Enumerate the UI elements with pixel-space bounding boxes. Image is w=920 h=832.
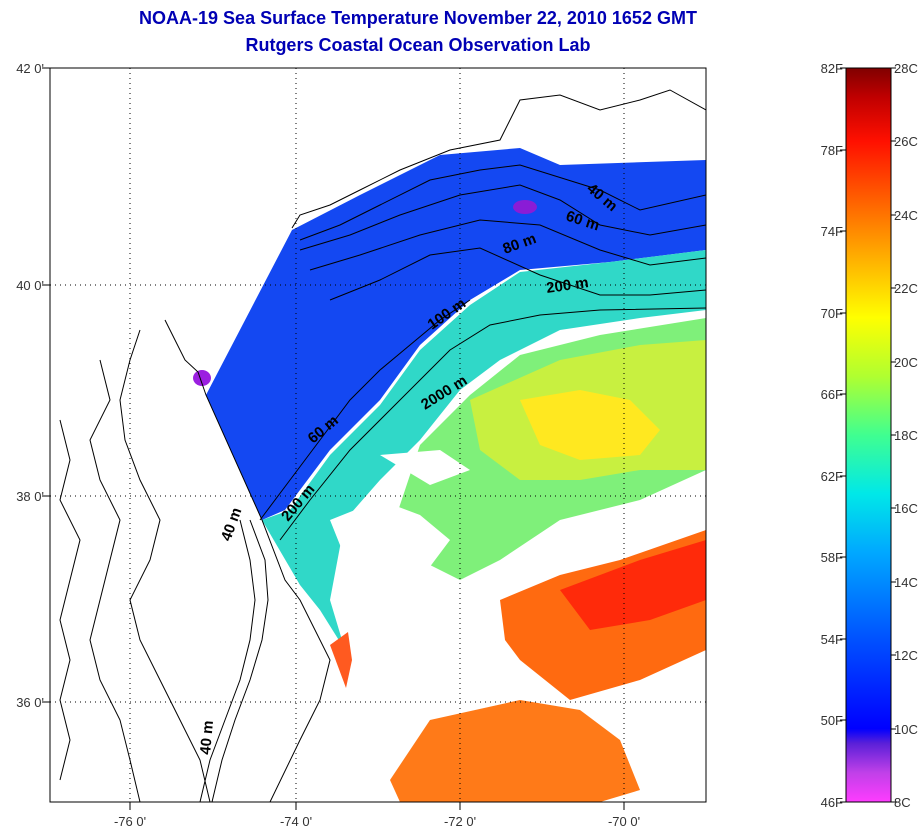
colorbar-c-label: 10C [894,722,918,737]
lat-tick-label: 36 0' [16,695,44,710]
colorbar-f-label: 62F [821,469,843,484]
colorbar-f-label: 74F [821,224,843,239]
colorbar-celsius-labels: 28C 26C 24C 22C 20C 18C 16C 14C 12C 10C … [894,61,918,810]
coastline [291,89,706,229]
slope-water-region [262,250,706,650]
isobath-2000m [279,307,706,541]
latitude-labels: 42 0' 40 0' 38 0' 36 0' [16,61,44,710]
colorbar-c-label: 14C [894,575,918,590]
southern-warm-region [390,700,640,802]
map-subtitle: Rutgers Coastal Ocean Observation Lab [245,35,591,55]
coastline-and-bathymetry [59,89,706,802]
coastline [59,419,81,781]
colorbar-c-label: 16C [894,501,918,516]
gulf-stream-core [560,540,706,630]
colorbar-fahrenheit-labels: 82F 78F 74F 70F 66F 62F 58F 54F 50F 46F [821,61,843,810]
axis-ticks [42,67,625,810]
cloud-gap [380,450,470,485]
contour-label: 200 m [545,274,589,297]
colorbar-gradient [845,67,892,803]
lat-tick-label: 40 0' [16,278,44,293]
isobath-60m [299,184,706,251]
sst-data-field [193,148,706,802]
warm-filament [330,632,352,688]
colorbar-f-label: 58F [821,550,843,565]
lon-tick-label: -76 0' [114,814,146,829]
cloud-gap [440,640,520,700]
colorbar-f-label: 70F [821,306,843,321]
colorbar-f-label: 78F [821,143,843,158]
lon-tick-label: -70 0' [608,814,640,829]
isobath-40m-south [199,519,256,802]
cold-spot [193,370,211,386]
colorbar-c-label: 20C [894,355,918,370]
colorbar-f-label: 50F [821,713,843,728]
lon-tick-label: -74 0' [280,814,312,829]
isobath-40m [299,164,706,241]
lat-tick-label: 38 0' [16,489,44,504]
map-title: NOAA-19 Sea Surface Temperature November… [139,8,697,28]
colorbar-c-label: 12C [894,648,918,663]
cold-spot [513,200,537,214]
colorbar-c-label: 22C [894,281,918,296]
colorbar-f-label: 54F [821,632,843,647]
warm-core [520,390,660,460]
colorbar-f-label: 82F [821,61,843,76]
colorbar-ticks [840,67,896,803]
contour-label: 40 m [197,720,217,756]
colorbar: 82F 78F 74F 70F 66F 62F 58F 54F 50F 46F … [821,61,918,810]
isobath-south [211,519,269,802]
colorbar-c-label: 28C [894,61,918,76]
isobath-80m [309,219,706,271]
map-frame [49,67,707,803]
isobath-100m [259,299,471,521]
lon-tick-label: -72 0' [444,814,476,829]
isobath-200m [329,247,706,301]
lat-tick-label: 42 0' [16,61,44,76]
colorbar-c-label: 26C [894,134,918,149]
coastline [89,359,141,802]
colorbar-c-label: 24C [894,208,918,223]
cloud-gap [330,500,450,600]
colorbar-c-label: 8C [894,795,911,810]
colorbar-c-label: 18C [894,428,918,443]
colorbar-f-label: 66F [821,387,843,402]
coastline [119,329,211,802]
coastline [164,319,331,802]
colorbar-f-label: 46F [821,795,843,810]
longitude-labels: -76 0' -74 0' -72 0' -70 0' [114,814,640,829]
